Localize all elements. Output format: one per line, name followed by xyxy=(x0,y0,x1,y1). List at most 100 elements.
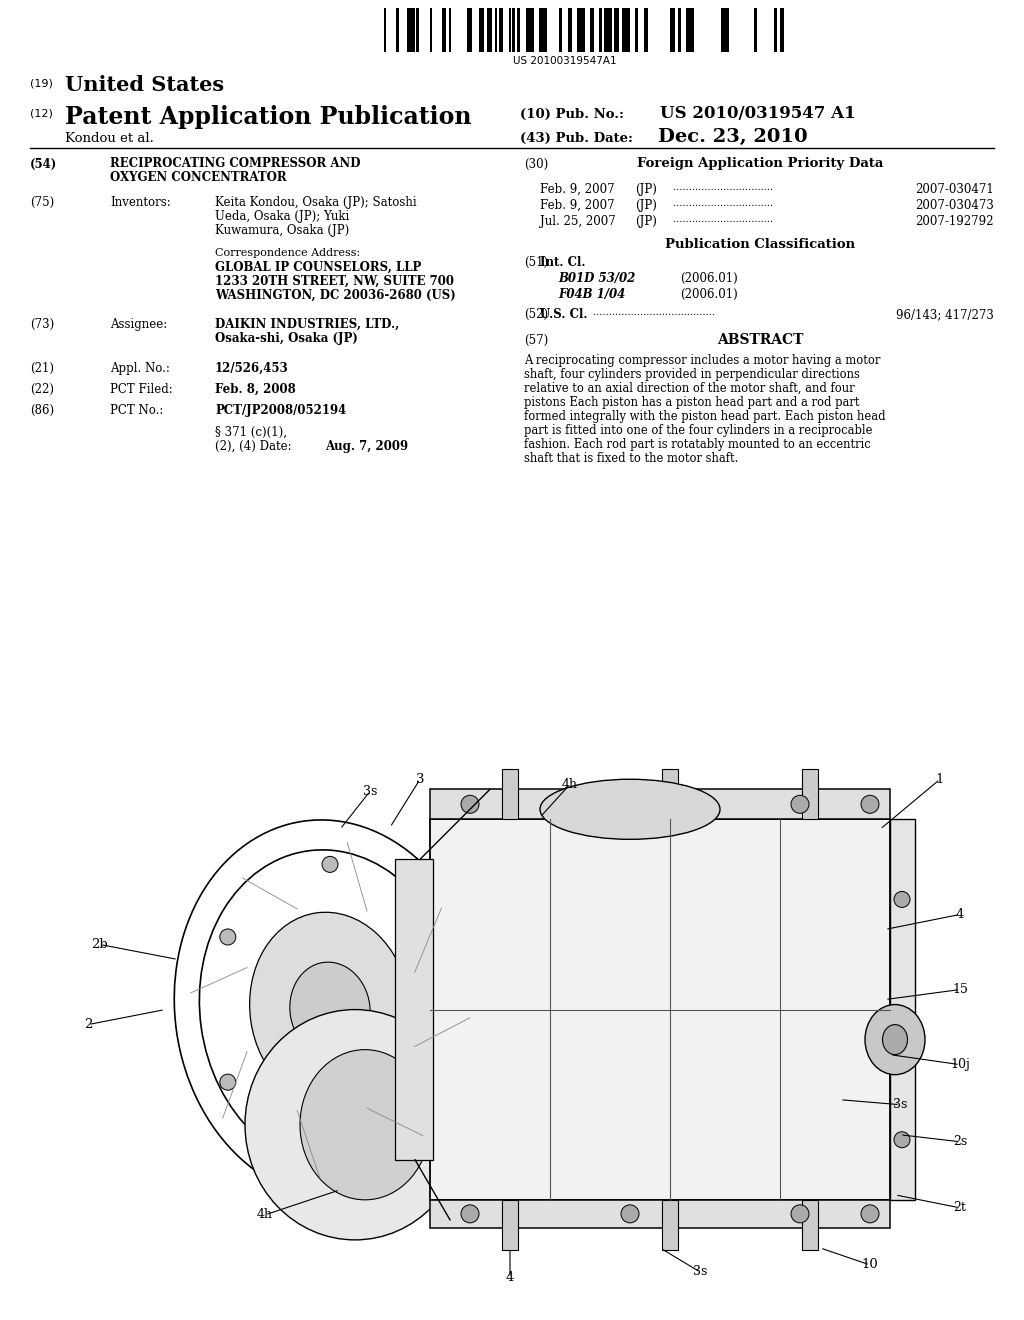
Ellipse shape xyxy=(250,912,411,1107)
Ellipse shape xyxy=(245,1010,465,1239)
Bar xyxy=(662,1200,678,1250)
Bar xyxy=(479,8,484,51)
Bar xyxy=(774,8,777,51)
Text: shaft, four cylinders provided in perpendicular directions: shaft, four cylinders provided in perpen… xyxy=(524,368,860,381)
Bar xyxy=(721,8,729,51)
Text: (73): (73) xyxy=(30,318,54,331)
Bar xyxy=(559,8,562,51)
Text: (75): (75) xyxy=(30,195,54,209)
Circle shape xyxy=(894,1131,910,1148)
Text: 3s: 3s xyxy=(893,1098,907,1111)
Text: (JP): (JP) xyxy=(635,183,656,195)
Bar xyxy=(635,8,638,51)
Text: 12/526,453: 12/526,453 xyxy=(215,362,289,375)
Circle shape xyxy=(791,1205,809,1222)
Text: ................................: ................................ xyxy=(670,183,773,191)
Text: 96/143; 417/273: 96/143; 417/273 xyxy=(896,308,994,321)
Text: 2: 2 xyxy=(84,1018,92,1031)
Text: Int. Cl.: Int. Cl. xyxy=(540,256,586,269)
Text: 4: 4 xyxy=(506,1271,514,1284)
Text: Assignee:: Assignee: xyxy=(110,318,167,331)
Text: Keita Kondou, Osaka (JP); Satoshi: Keita Kondou, Osaka (JP); Satoshi xyxy=(215,195,417,209)
Bar xyxy=(396,8,399,51)
Text: 2007-030471: 2007-030471 xyxy=(915,183,994,195)
Circle shape xyxy=(461,1205,479,1222)
Text: Publication Classification: Publication Classification xyxy=(665,238,855,251)
Text: A reciprocating compressor includes a motor having a motor: A reciprocating compressor includes a mo… xyxy=(524,354,881,367)
Circle shape xyxy=(220,1074,236,1090)
Text: U.S. Cl.: U.S. Cl. xyxy=(540,308,588,321)
Text: 3: 3 xyxy=(416,772,424,785)
Circle shape xyxy=(861,1205,879,1222)
Text: (52): (52) xyxy=(524,308,548,321)
Text: 4: 4 xyxy=(955,908,965,921)
Text: Feb. 9, 2007: Feb. 9, 2007 xyxy=(540,199,614,213)
Text: (30): (30) xyxy=(524,158,548,172)
Text: fashion. Each rod part is rotatably mounted to an eccentric: fashion. Each rod part is rotatably moun… xyxy=(524,438,870,451)
Text: relative to an axial direction of the motor shaft, and four: relative to an axial direction of the mo… xyxy=(524,381,855,395)
Circle shape xyxy=(621,795,639,813)
Circle shape xyxy=(417,1131,433,1148)
Text: 15: 15 xyxy=(952,983,968,997)
Circle shape xyxy=(424,1074,440,1090)
Circle shape xyxy=(861,795,879,813)
Bar xyxy=(502,1200,518,1250)
Text: ABSTRACT: ABSTRACT xyxy=(717,333,803,347)
Circle shape xyxy=(322,857,338,873)
Text: RECIPROCATING COMPRESSOR AND: RECIPROCATING COMPRESSOR AND xyxy=(110,157,360,170)
Text: (12): (12) xyxy=(30,108,53,117)
Circle shape xyxy=(621,1205,639,1222)
Text: PCT/JP2008/052194: PCT/JP2008/052194 xyxy=(215,404,346,417)
Text: 2s: 2s xyxy=(953,1135,967,1148)
Text: 4h: 4h xyxy=(562,777,578,791)
Text: Kondou et al.: Kondou et al. xyxy=(65,132,154,145)
Bar xyxy=(590,8,594,51)
Text: US 20100319547A1: US 20100319547A1 xyxy=(513,55,616,66)
Text: (10) Pub. No.:: (10) Pub. No.: xyxy=(520,108,624,121)
Bar xyxy=(502,770,518,820)
Bar xyxy=(802,770,818,820)
Bar xyxy=(678,8,681,51)
Bar xyxy=(686,8,694,51)
Bar xyxy=(430,789,890,820)
Text: 2b: 2b xyxy=(91,939,109,950)
Text: (19): (19) xyxy=(30,78,53,88)
Text: Osaka-shi, Osaka (JP): Osaka-shi, Osaka (JP) xyxy=(215,333,357,345)
Text: 3s: 3s xyxy=(693,1266,708,1279)
Text: (51): (51) xyxy=(524,256,548,269)
Text: Foreign Application Priority Data: Foreign Application Priority Data xyxy=(637,157,883,170)
Text: (86): (86) xyxy=(30,404,54,417)
Bar xyxy=(509,8,511,51)
Text: (54): (54) xyxy=(30,158,57,172)
Bar xyxy=(622,8,630,51)
Text: B01D 53/02: B01D 53/02 xyxy=(558,272,635,285)
Bar xyxy=(384,8,386,51)
Bar xyxy=(517,8,520,51)
Ellipse shape xyxy=(883,1024,907,1055)
Bar xyxy=(430,820,890,1200)
Bar xyxy=(430,1200,890,1228)
Text: 10j: 10j xyxy=(950,1059,970,1071)
Bar xyxy=(395,859,433,1160)
Bar xyxy=(754,8,757,51)
Bar xyxy=(416,8,419,51)
Text: Kuwamura, Osaka (JP): Kuwamura, Osaka (JP) xyxy=(215,224,349,238)
Text: OXYGEN CONCENTRATOR: OXYGEN CONCENTRATOR xyxy=(110,172,287,183)
Text: shaft that is fixed to the motor shaft.: shaft that is fixed to the motor shaft. xyxy=(524,451,738,465)
Bar xyxy=(467,8,472,51)
Text: 10: 10 xyxy=(861,1258,879,1271)
Bar xyxy=(539,8,547,51)
Text: (JP): (JP) xyxy=(635,199,656,213)
Text: 1: 1 xyxy=(936,772,944,785)
Bar xyxy=(487,8,492,51)
Text: .......................................: ....................................... xyxy=(590,308,715,317)
Bar xyxy=(526,8,534,51)
Text: Patent Application Publication: Patent Application Publication xyxy=(65,106,471,129)
Bar xyxy=(802,1200,818,1250)
Text: Ueda, Osaka (JP); Yuki: Ueda, Osaka (JP); Yuki xyxy=(215,210,349,223)
Text: US 2010/0319547 A1: US 2010/0319547 A1 xyxy=(660,106,856,121)
Text: 2007-030473: 2007-030473 xyxy=(915,199,994,213)
Text: 1233 20TH STREET, NW, SUITE 700: 1233 20TH STREET, NW, SUITE 700 xyxy=(215,275,454,288)
Circle shape xyxy=(791,795,809,813)
Text: part is fitted into one of the four cylinders in a reciprocable: part is fitted into one of the four cyli… xyxy=(524,424,872,437)
